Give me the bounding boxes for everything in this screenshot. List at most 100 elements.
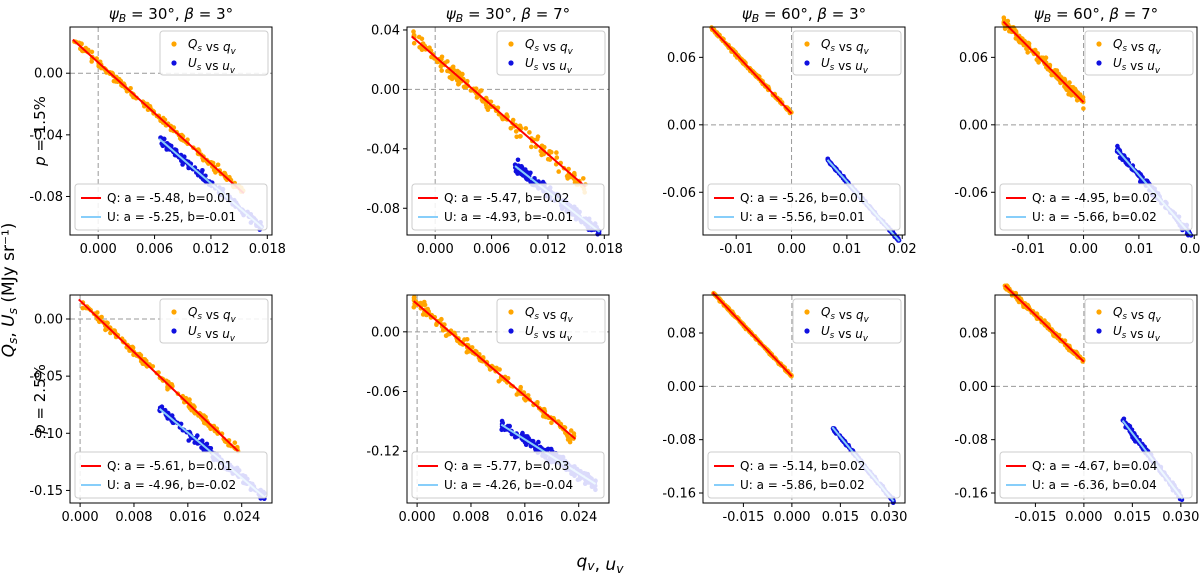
u-point: [499, 418, 505, 424]
q-point: [411, 294, 417, 300]
legend-u-marker: [804, 328, 810, 334]
legend-u-label: Us vs uv: [525, 324, 573, 344]
q-point: [534, 136, 540, 142]
x-tick-label: 0.008: [115, 510, 152, 525]
x-axis-label: qv, uv: [577, 552, 625, 573]
legend-box: [159, 298, 269, 344]
y-tick-label: -0.16: [662, 487, 696, 502]
x-tick-label: 0.000: [61, 510, 98, 525]
q-point: [514, 134, 519, 140]
fit-legend: Q: a = -5.61, b=0.01 U: a = -4.96, b=-0.0…: [74, 451, 268, 499]
q-point: [500, 116, 506, 122]
subplot-title: ψB = 60°, β = 3°: [742, 5, 866, 25]
u-point: [159, 404, 165, 410]
y-tick-label: -0.06: [366, 385, 400, 400]
legend-u-fit-label: U: a = -4.26, b=-0.04: [444, 478, 573, 492]
fit-legend: Q: a = -5.47, b=0.02 U: a = -4.93, b=-0.0…: [411, 183, 605, 231]
x-tick-label: 0.016: [506, 510, 543, 525]
x-tick-label: 0.00: [777, 242, 806, 257]
fit-legend: Q: a = -5.14, b=0.02 U: a = -5.86, b=0.02: [707, 451, 901, 499]
x-tick-label: 0.000: [80, 242, 117, 257]
u-point: [499, 427, 505, 433]
legend-u-marker: [508, 60, 514, 66]
legend-q-marker: [1096, 41, 1102, 47]
axes-frame: [406, 294, 610, 504]
axes-frame: [69, 26, 273, 236]
x-tick-label: 0.018: [249, 242, 286, 257]
legend-u-fit-label: U: a = -4.96, b=-0.02: [107, 478, 236, 492]
row-label: p = 2.5%: [31, 364, 49, 435]
legend-u-fit-label: U: a = -5.56, b=0.01: [740, 210, 865, 224]
x-tick-label: -0.01: [719, 242, 753, 257]
legend-box: [159, 30, 269, 76]
legend-u-label: Us vs uv: [821, 56, 869, 76]
u-point: [161, 136, 167, 142]
y-axis-label: Qs, Us (MJy sr⁻¹): [0, 223, 20, 358]
q-point: [510, 117, 516, 123]
u-point: [528, 170, 533, 176]
q-point: [439, 68, 445, 73]
x-tick-label: 0.008: [452, 510, 489, 525]
legend-box: [496, 298, 606, 344]
subplot-6: 0.000 0.008 0.016 0.024 0.00 -0.06 -0.12 Qs vs …: [366, 294, 610, 525]
legend-q-marker: [171, 41, 177, 47]
q-point: [469, 345, 475, 350]
fit-legend: Q: a = -5.77, b=0.03 U: a = -4.26, b=-0.0…: [411, 451, 605, 499]
q-point: [456, 81, 462, 87]
q-point: [568, 428, 574, 433]
q-point: [440, 328, 446, 333]
legend-q-label: Qs vs qv: [821, 37, 870, 57]
q-point: [547, 157, 553, 162]
legend-q-marker: [804, 41, 810, 47]
x-tick-label: -0.015: [722, 510, 764, 525]
subplot-8: -0.015 0.000 0.015 0.030 0.08 0.00 -0.08 -0.16 Q…: [954, 283, 1199, 525]
x-tick-label: 0.015: [822, 510, 859, 525]
y-tick-label: -0.04: [366, 142, 400, 157]
q-fit-line: [78, 298, 240, 453]
x-tick-label: 0.000: [1065, 510, 1102, 525]
y-tick-label: 0.08: [667, 327, 696, 342]
legend-q-fit-label: Q: a = -4.67, b=0.04: [1032, 459, 1157, 473]
q-point: [443, 333, 449, 339]
q-point: [111, 78, 117, 84]
y-tick-label: -0.06: [954, 186, 988, 201]
legend-q-fit-label: Q: a = -5.48, b=0.01: [107, 191, 232, 205]
legend-u-fit-label: U: a = -5.25, b=-0.01: [107, 210, 236, 224]
q-point: [1001, 17, 1007, 23]
q-point: [513, 129, 519, 134]
legend-box: [411, 451, 605, 499]
u-point: [520, 430, 525, 436]
subplot-title: ψB = 30°, β = 3°: [109, 5, 233, 25]
q-point: [411, 304, 417, 310]
q-point: [508, 125, 514, 131]
q-point: [556, 169, 561, 174]
y-tick-label: -0.08: [29, 190, 63, 205]
u-point: [523, 167, 528, 172]
x-tick-label: 0.01: [1124, 242, 1153, 257]
y-tick-label: 0.06: [959, 51, 988, 66]
q-point: [517, 123, 523, 129]
x-tick-label: 0.006: [136, 242, 173, 257]
legend-box: [496, 30, 606, 76]
y-tick-label: 0.06: [667, 51, 696, 66]
q-point: [89, 59, 94, 64]
q-point: [523, 126, 529, 131]
legend-q-fit-label: Q: a = -5.61, b=0.01: [107, 459, 232, 473]
q-point: [450, 64, 456, 70]
q-point: [514, 392, 520, 397]
axes-frame: [69, 294, 273, 504]
legend-u-marker: [804, 60, 810, 66]
y-tick-label: 0.00: [667, 118, 696, 133]
legend-u-label: Us vs uv: [1113, 56, 1161, 76]
fit-legend: Q: a = -4.67, b=0.04 U: a = -6.36, b=0.04: [999, 451, 1193, 499]
y-tick-label: 0.00: [34, 67, 63, 82]
legend-q-marker: [171, 309, 177, 315]
q-point: [169, 382, 175, 387]
legend-u-fit-label: U: a = -6.36, b=0.04: [1032, 478, 1157, 492]
legend-u-label: Us vs uv: [188, 324, 236, 344]
legend-q-fit-label: Q: a = -5.77, b=0.03: [444, 459, 569, 473]
